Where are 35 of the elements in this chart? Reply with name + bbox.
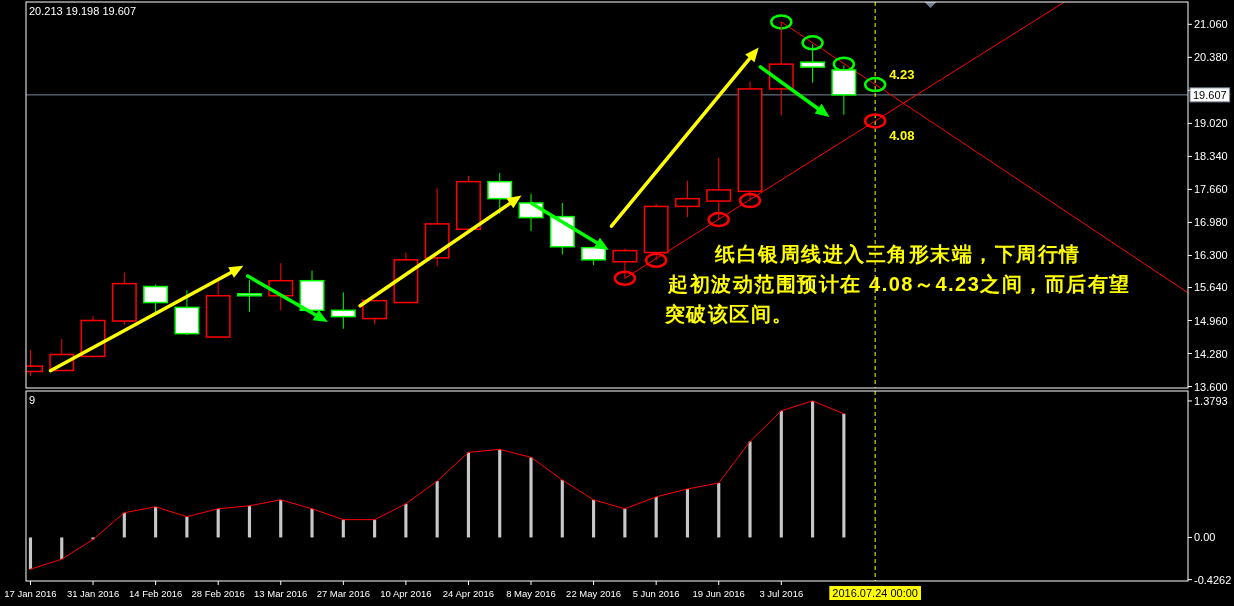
y-tick-label: 13.600 bbox=[1194, 380, 1228, 393]
annotation: 9 bbox=[29, 394, 36, 406]
x-tick-label: 17 Jan 2016 bbox=[4, 587, 57, 599]
x-tick-label: 14 Feb 2016 bbox=[128, 587, 183, 599]
annotation: 起初波动范围预计在 4.08～4.23之间，而后有望 bbox=[667, 273, 1131, 296]
y-tick-label: 1.3793 bbox=[1194, 394, 1228, 407]
annotation: 纸白银周线进入三角形末端，下周行情 bbox=[714, 243, 1081, 266]
x-tick-label: 5 Jun 2016 bbox=[632, 587, 680, 599]
y-tick-label: 0.00 bbox=[1194, 531, 1216, 544]
x-tick-label: 28 Feb 2016 bbox=[191, 587, 245, 599]
x-tick-label: 3 Jul 2016 bbox=[759, 587, 804, 599]
annotation: 突破该区间。 bbox=[663, 303, 794, 326]
x-tick-label: 10 Apr 2016 bbox=[380, 587, 432, 599]
y-tick-label: 20.380 bbox=[1194, 51, 1228, 64]
x-tick-label: 13 Mar 2016 bbox=[254, 587, 308, 599]
x-tick-label: 19 Jun 2016 bbox=[692, 587, 745, 599]
x-tick-label: 27 Mar 2016 bbox=[316, 587, 370, 599]
annotation: 4.08 bbox=[889, 128, 915, 144]
y-tick-label: 21.060 bbox=[1194, 18, 1228, 31]
annotation: 20.213 19.198 19.607 bbox=[29, 5, 137, 17]
x-tick-label: 24 Apr 2016 bbox=[442, 587, 495, 599]
y-tick-label: 18.340 bbox=[1194, 150, 1228, 163]
ref-line-label: 19.607 bbox=[1193, 88, 1227, 101]
y-tick-label: 16.300 bbox=[1194, 249, 1228, 262]
x-tick-label: 22 May 2016 bbox=[566, 587, 622, 599]
y-tick-label: 14.280 bbox=[1194, 347, 1228, 360]
y-tick-label: 14.960 bbox=[1194, 314, 1228, 327]
x-tick-label: 31 Jan 2016 bbox=[66, 587, 120, 599]
annotation: 4.23 bbox=[889, 67, 915, 83]
y-tick-label: 19.020 bbox=[1194, 117, 1228, 130]
y-tick-label: 16.980 bbox=[1194, 216, 1228, 229]
x-tick-label: 8 May 2016 bbox=[506, 587, 556, 599]
y-tick-label: -0.4262 bbox=[1194, 573, 1232, 586]
y-tick-label: 15.640 bbox=[1194, 281, 1228, 294]
y-tick-label: 17.660 bbox=[1194, 183, 1228, 196]
